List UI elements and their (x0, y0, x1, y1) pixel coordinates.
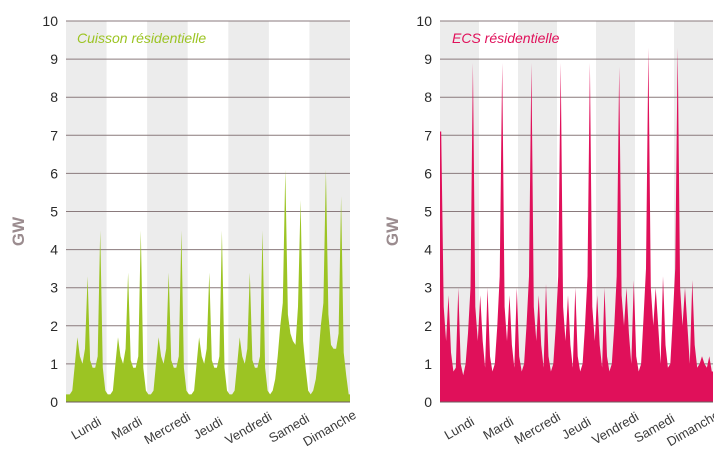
y-tick-label: 0 (424, 394, 432, 410)
x-tick-label: Mercredi (512, 409, 563, 447)
chart-ecs: 0 1 2 3 4 5 6 7 8 9 10 GW ECS résidentielle Lundi Mard… (383, 13, 714, 449)
y-tick-label: 10 (416, 13, 432, 29)
y-tick-label: 1 (424, 356, 432, 372)
series-area (440, 48, 713, 402)
series-area (66, 170, 350, 402)
x-tick-label: Mercredi (142, 409, 193, 447)
y-tick-label: 3 (424, 280, 432, 296)
y-tick-label: 9 (424, 51, 432, 67)
x-tick-label: Vendredi (589, 409, 641, 448)
x-tick-label: Jeudi (191, 414, 226, 443)
chart-title: ECS résidentielle (452, 30, 560, 46)
y-tick-label: 8 (424, 89, 432, 105)
y-tick-label: 6 (424, 165, 432, 181)
y-tick-label: 2 (424, 318, 432, 334)
x-tick-label: Lundi (69, 414, 104, 443)
y-tick-label: 10 (42, 13, 58, 29)
y-tick-label: 4 (50, 242, 58, 258)
y-tick-label: 3 (50, 280, 58, 296)
y-tick-label: 7 (50, 127, 58, 143)
y-tick-label: 5 (424, 204, 432, 220)
y-tick-label: 9 (50, 51, 58, 67)
y-axis-label: GW (383, 216, 402, 246)
y-tick-label: 5 (50, 204, 58, 220)
y-tick-label: 8 (50, 89, 58, 105)
x-tick-label: Vendredi (222, 409, 274, 448)
y-tick-label: 1 (50, 356, 58, 372)
x-tick-label: Dimanche (664, 407, 714, 449)
chart-title: Cuisson résidentielle (77, 30, 206, 46)
x-tick-label: Dimanche (300, 407, 358, 449)
y-tick-label: 2 (50, 318, 58, 334)
x-tick-label: Mardi (480, 413, 516, 442)
x-tick-label: Mardi (109, 413, 145, 442)
x-tick-label: Jeudi (559, 414, 594, 443)
y-tick-label: 7 (424, 127, 432, 143)
y-tick-label: 4 (424, 242, 432, 258)
y-tick-label: 6 (50, 165, 58, 181)
x-tick-label: Lundi (442, 414, 477, 443)
chart-cuisson: 0 1 2 3 4 5 6 7 8 9 10 GW Cuisson résidentielle Lundi… (9, 13, 359, 449)
y-axis-label: GW (9, 216, 28, 246)
y-tick-label: 0 (50, 394, 58, 410)
